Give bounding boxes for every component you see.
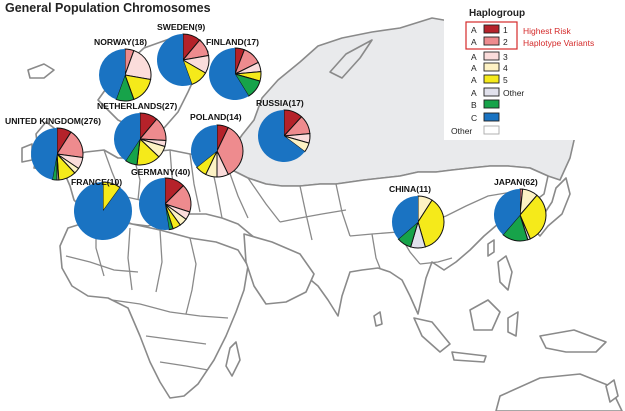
pie-0-slice-C (99, 49, 125, 100)
legend-group-8: Other (451, 126, 472, 136)
legend-group-7: C (471, 113, 477, 123)
pie-1-slice-C (156, 34, 192, 87)
pie-5-slice-C (190, 124, 217, 168)
map-java (451, 351, 487, 363)
legend-swatch-4 (483, 74, 500, 84)
pie-2-slice-C (209, 48, 249, 100)
pie-7-slice-C (74, 182, 133, 241)
legend-label-2: 3 (503, 52, 508, 62)
legend-label-1: 2 (503, 37, 508, 47)
legend: Haplogroup A 1 A 2 A 3 A 4 A 5 A Other BC Other Highe… (444, 8, 620, 140)
pie-label-6: RUSSIA(17) (256, 98, 304, 108)
legend-note-line-2: Haplotype Variants (523, 38, 594, 48)
legend-swatch-1 (483, 36, 500, 46)
pie-5-slice-A2 (216, 126, 244, 176)
map-arabia (243, 233, 315, 305)
pie-0-slice-A3 (124, 49, 152, 81)
legend-highlight-box (465, 21, 518, 50)
legend-title: Haplogroup (469, 8, 525, 19)
pie-8-slice-B (164, 203, 174, 231)
legend-label-3: 4 (503, 63, 508, 73)
pie-7-slice-A5 (102, 181, 121, 213)
pie-label-7: FRANCE(10) (71, 177, 122, 187)
pie-0: NORWAY(18) (94, 37, 152, 102)
pie-label-8: GERMANY(40) (131, 167, 190, 177)
map-sulawesi (507, 311, 519, 337)
legend-group-4: A (471, 75, 477, 85)
pie-6-slice-A4 (283, 135, 310, 153)
pie-2-slice-B (233, 73, 261, 97)
legend-swatch-3 (483, 62, 500, 72)
pie-3-slice-B (125, 138, 141, 166)
pie-10: JAPAN(62) (493, 177, 547, 242)
map-madagascar (225, 341, 241, 377)
pie-6: RUSSIA(17) (256, 98, 311, 162)
map-new-guinea (539, 329, 607, 353)
legend-swatch-6 (483, 99, 500, 109)
pie-1-slice-A5 (182, 58, 207, 86)
pie-5: POLAND(14) (190, 112, 244, 178)
pie-3: NETHERLANDS(27) (97, 101, 177, 166)
map-sri-lanka (373, 311, 383, 327)
pie-4: UNITED KINGDOM(276) (5, 116, 101, 181)
legend-group-2: A (471, 52, 477, 62)
pie-5-slice-A5 (195, 150, 218, 176)
legend-group-6: B (471, 100, 477, 110)
pie-9-slice-B (397, 220, 419, 248)
legend-group-5: A (471, 88, 477, 98)
pie-10-slice-A5 (519, 194, 547, 240)
pie-label-1: SWEDEN(9) (157, 22, 205, 32)
legend-label-0: 1 (503, 25, 508, 35)
legend-swatch-2 (483, 51, 500, 61)
map-philippines (497, 255, 513, 291)
pie-label-2: FINLAND(17) (206, 37, 259, 47)
pie-8-slice-C (139, 178, 170, 231)
legend-swatch-7 (483, 112, 500, 122)
legend-swatch-5 (483, 87, 500, 97)
pie-4-slice-B (51, 153, 58, 181)
pie-9-slice-A5 (417, 199, 445, 248)
legend-note-line-1: Highest Risk (523, 26, 571, 36)
pie-3-slice-C (114, 113, 140, 161)
pie-label-10: JAPAN(62) (494, 177, 538, 187)
pie-1: SWEDEN(9) (156, 22, 210, 87)
legend-label-4: 5 (503, 75, 508, 85)
legend-swatch-0 (483, 24, 500, 34)
legend-box (444, 16, 620, 140)
legend-group-1: A (471, 37, 477, 47)
pie-8: GERMANY(40) (131, 167, 192, 231)
pie-label-5: POLAND(14) (190, 112, 242, 122)
pie-label-3: NETHERLANDS(27) (97, 101, 177, 111)
pie-charts: NORWAY(18) SWEDEN(9)FINLAND(17) NETHERLAND… (5, 22, 547, 249)
map-ireland (21, 143, 33, 163)
pie-10-slice-B (502, 213, 529, 242)
legend-swatch-8 (483, 125, 500, 135)
map-borders (65, 149, 513, 371)
pie-0-slice-B (115, 73, 135, 102)
legend-label-5: Other (503, 88, 524, 98)
chart-title: General Population Chromosomes (5, 1, 211, 15)
map-island (329, 39, 373, 79)
pie-6-slice-C (258, 110, 305, 162)
map-australia (495, 373, 623, 411)
pie-10-slice-C (493, 189, 520, 235)
pie-7: FRANCE(10) (71, 177, 133, 241)
pie-2: FINLAND(17) (206, 37, 262, 100)
pie-label-0: NORWAY(18) (94, 37, 147, 47)
pie-4-slice-C (30, 128, 57, 180)
pie-9-slice-C (391, 196, 418, 240)
map-iceland (27, 63, 55, 79)
pie-label-4: UNITED KINGDOM(276) (5, 116, 101, 126)
legend-group-0: A (471, 25, 477, 35)
map-borneo (469, 299, 501, 331)
map-new-zealand (605, 379, 619, 403)
pie-9: CHINA(11) (389, 184, 445, 249)
pie-label-9: CHINA(11) (389, 184, 431, 194)
map-taiwan (487, 239, 495, 257)
legend-group-3: A (471, 63, 477, 73)
map-sumatra (413, 317, 451, 353)
